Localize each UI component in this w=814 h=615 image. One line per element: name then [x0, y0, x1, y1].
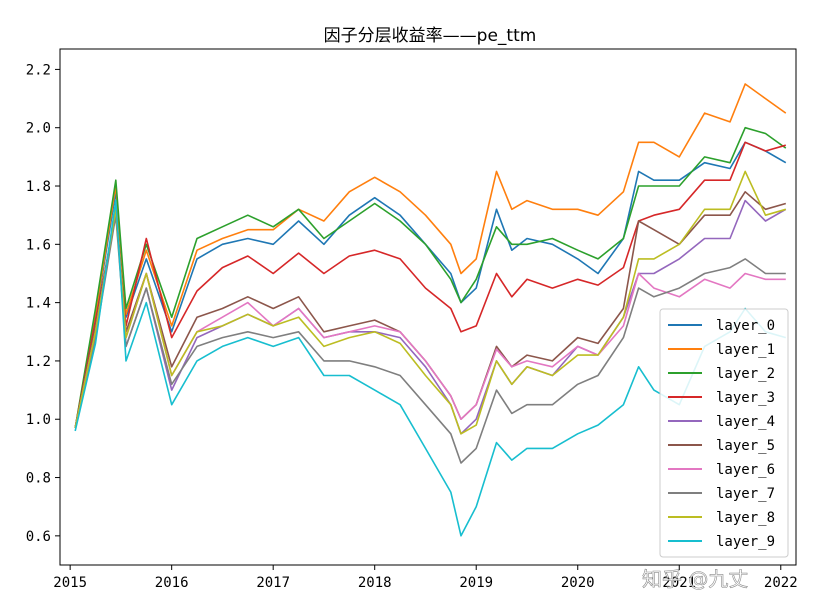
x-tick-label: 2021: [662, 575, 696, 591]
series-line-layer_0: [74, 141, 787, 429]
x-tick-label: 2017: [256, 575, 290, 591]
legend-label-layer_6: layer_6: [716, 462, 775, 478]
x-tick-label: 2020: [561, 575, 595, 591]
legend: layer_0 layer_1 layer_2 layer_3 layer_4layer…: [659, 308, 789, 558]
y-tick-label: 1.6: [26, 237, 51, 253]
series-line-layer_7: [74, 214, 786, 464]
legend-label-layer_5: layer_5: [716, 438, 775, 454]
y-tick-label: 1.4: [26, 296, 51, 312]
y-tick-label: 0.8: [26, 471, 51, 487]
x-tick-label: 2015: [53, 575, 87, 591]
y-tick-label: 1.8: [26, 179, 51, 195]
x-tick-label: 2016: [155, 575, 189, 591]
watermark: 知乎 @九丈: [642, 567, 748, 591]
legend-label-layer_0: layer_0: [716, 318, 775, 334]
plot-area: [59, 48, 797, 566]
legend-label-layer_7: layer_7: [716, 486, 775, 502]
y-tick-label: 1.2: [26, 354, 51, 370]
series-line-layer_3: [74, 141, 787, 429]
series-line-layer_1: [74, 83, 787, 429]
x-axis: 2015 2016 2017 2018 2019 2020 2021 2022: [53, 565, 798, 591]
legend-label-layer_9: layer_9: [716, 534, 775, 550]
y-tick-label: 1.0: [26, 412, 51, 428]
y-tick-label: 2.0: [26, 121, 51, 137]
legend-label-layer_1: layer_1: [716, 342, 775, 358]
x-tick-label: 2018: [358, 575, 392, 591]
legend-label-layer_8: layer_8: [716, 510, 775, 526]
series-line-layer_2: [74, 126, 787, 429]
legend-label-layer_3: layer_3: [716, 390, 775, 406]
y-axis: 0.6 0.8 1.0 1.2 1.4 1.6 1.8 2.0 2.2: [26, 62, 60, 545]
legend-box: [659, 308, 789, 558]
y-tick-label: 2.2: [26, 62, 51, 78]
x-tick-label: 2019: [459, 575, 493, 591]
legend-label-layer_4: layer_4: [716, 414, 775, 430]
series-line-layer_8: [74, 170, 787, 435]
y-tick-label: 0.6: [26, 529, 51, 545]
chart-title: 因子分层收益率——pe_ttm: [324, 26, 537, 46]
legend-label-layer_2: layer_2: [716, 366, 775, 382]
x-tick-label: 2022: [764, 575, 798, 591]
